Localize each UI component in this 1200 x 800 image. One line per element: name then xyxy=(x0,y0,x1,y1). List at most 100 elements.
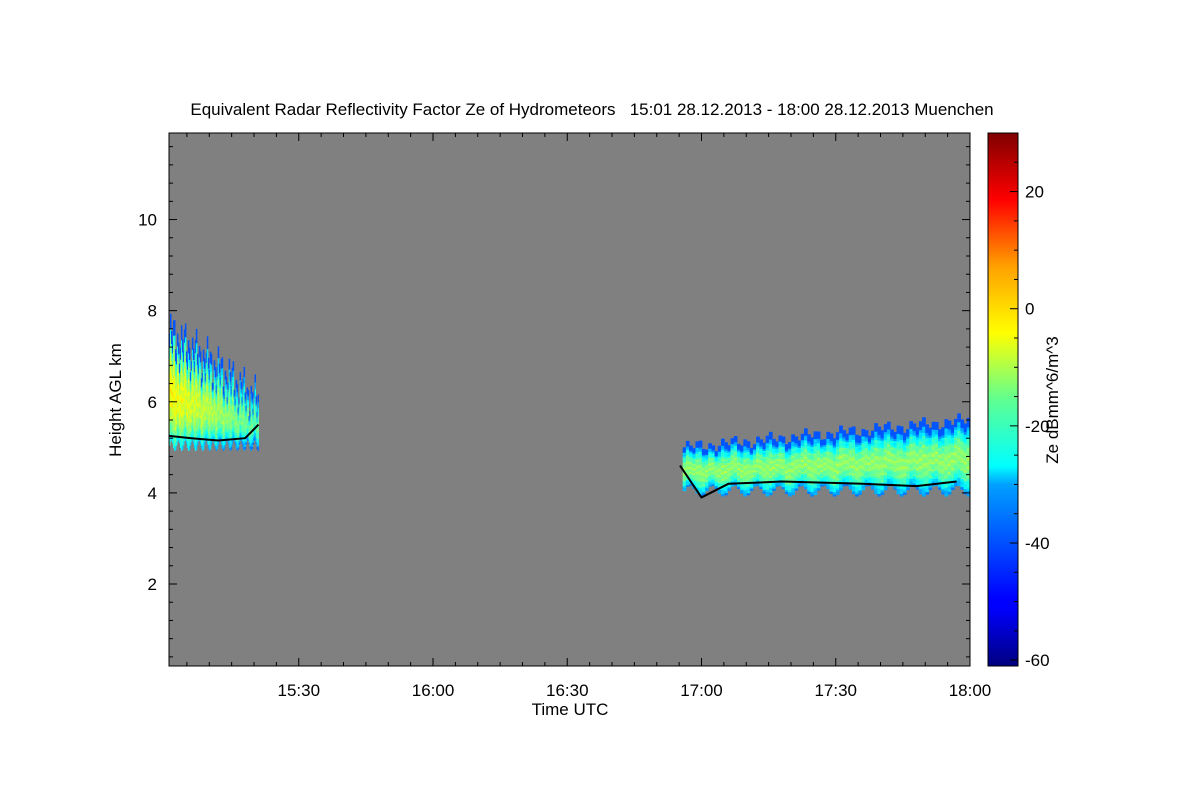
echo-cell xyxy=(692,448,696,451)
echo-cell xyxy=(204,432,207,436)
echo-cell xyxy=(198,353,201,358)
echo-cell xyxy=(212,409,215,412)
echo-cell xyxy=(912,425,917,429)
echo-cell xyxy=(194,348,197,354)
echo-cell xyxy=(896,438,901,442)
cloud-base-line xyxy=(169,423,260,442)
echo-cell xyxy=(717,462,722,465)
echo-cell xyxy=(711,468,716,471)
echo-cell xyxy=(788,489,792,493)
echo-cell xyxy=(255,405,258,408)
echo-cell xyxy=(772,478,776,481)
echo-cell xyxy=(877,477,882,481)
echo-cell xyxy=(219,425,222,429)
echo-cell xyxy=(209,355,212,360)
echo-cell xyxy=(256,415,258,418)
echo-cell xyxy=(245,420,248,423)
echo-cell xyxy=(178,424,181,429)
echo-cell xyxy=(242,429,245,433)
echo-cell xyxy=(711,448,716,451)
echo-cell xyxy=(931,456,936,460)
echo-cell xyxy=(177,353,180,359)
echo-cell xyxy=(177,350,180,355)
echo-cell xyxy=(692,477,696,480)
echo-cell xyxy=(213,363,216,368)
echo-cell xyxy=(192,377,195,382)
echo-cell xyxy=(791,478,795,482)
echo-cell xyxy=(938,466,942,469)
echo-cell xyxy=(778,452,783,456)
echo-cell xyxy=(246,423,249,427)
echo-cell xyxy=(255,427,258,430)
echo-cell xyxy=(762,446,767,450)
echo-cell xyxy=(855,474,859,478)
echo-cell xyxy=(743,443,748,447)
echo-cell xyxy=(829,440,834,444)
echo-cell xyxy=(848,460,853,464)
echo-cell xyxy=(220,365,223,370)
echo-cell xyxy=(219,415,222,419)
echo-cell xyxy=(188,394,191,399)
echo-cell xyxy=(207,364,210,369)
echo-cell xyxy=(823,471,827,474)
echo-cell xyxy=(925,478,930,482)
echo-cell xyxy=(743,465,748,469)
echo-cell xyxy=(186,376,189,380)
echo-cell xyxy=(238,422,241,425)
echo-cell xyxy=(170,360,173,365)
echo-cell xyxy=(788,441,792,445)
echo-cell xyxy=(736,462,741,465)
echo-cell xyxy=(874,436,878,440)
echo-cell xyxy=(217,387,220,393)
echo-cell xyxy=(170,351,173,357)
echo-cell xyxy=(928,430,933,434)
echo-cell xyxy=(226,434,229,438)
echo-cell xyxy=(781,440,786,444)
echo-cell xyxy=(784,463,789,466)
echo-cell xyxy=(918,457,923,461)
echo-cell xyxy=(749,475,754,478)
echo-cell xyxy=(191,349,194,354)
echo-cell xyxy=(768,470,773,474)
echo-cell xyxy=(864,460,869,463)
echo-cell xyxy=(213,436,216,441)
echo-cell xyxy=(705,466,709,469)
echo-cell xyxy=(225,386,228,390)
echo-cell xyxy=(826,447,831,450)
echo-cell xyxy=(756,477,760,481)
echo-cell xyxy=(241,425,244,428)
echo-cell xyxy=(759,469,764,473)
echo-cell xyxy=(788,466,792,470)
echo-cell xyxy=(253,413,256,416)
echo-cell xyxy=(752,479,757,482)
echo-cell xyxy=(855,448,859,452)
echo-cell xyxy=(874,447,878,451)
echo-cell xyxy=(257,416,259,419)
echo-cell xyxy=(701,457,706,461)
echo-cell xyxy=(248,435,251,437)
echo-cell xyxy=(963,434,968,438)
echo-cell xyxy=(252,414,255,417)
echo-cell xyxy=(219,437,222,441)
echo-cell xyxy=(240,422,243,425)
echo-cell xyxy=(252,439,255,442)
echo-cell xyxy=(941,486,945,490)
echo-cell xyxy=(800,473,805,476)
echo-cell xyxy=(218,419,221,424)
echo-cell xyxy=(199,407,202,412)
echo-cell xyxy=(804,444,808,448)
echo-cell xyxy=(794,471,799,475)
echo-cell xyxy=(963,447,968,452)
echo-cell xyxy=(733,475,738,479)
echo-cell xyxy=(230,388,233,392)
echo-cell xyxy=(781,482,786,486)
echo-cell xyxy=(701,477,706,480)
echo-cell xyxy=(213,376,216,380)
echo-cell xyxy=(181,419,184,425)
echo-cell xyxy=(183,380,186,386)
echo-cell xyxy=(938,459,942,463)
echo-cell xyxy=(788,464,792,468)
echo-cell xyxy=(736,478,741,481)
echo-cell xyxy=(245,409,248,412)
echo-cell xyxy=(727,453,732,457)
